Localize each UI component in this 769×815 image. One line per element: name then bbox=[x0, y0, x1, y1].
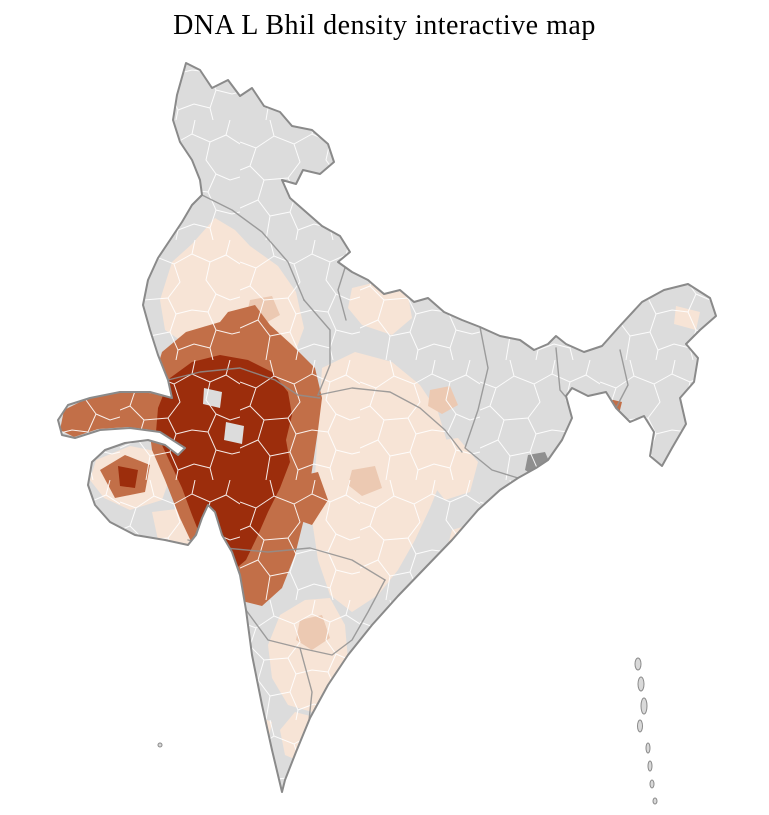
island[interactable] bbox=[157, 742, 163, 748]
island[interactable] bbox=[645, 742, 651, 754]
state-border-line bbox=[245, 579, 386, 656]
island[interactable] bbox=[634, 657, 642, 671]
page-title: DNA L Bhil density interactive map bbox=[173, 10, 596, 41]
island[interactable] bbox=[652, 797, 658, 805]
state-border-line bbox=[615, 349, 629, 409]
island[interactable] bbox=[637, 719, 643, 733]
island[interactable] bbox=[637, 676, 645, 692]
state-border-line bbox=[317, 387, 463, 453]
state-border-line bbox=[167, 367, 321, 399]
island[interactable] bbox=[647, 760, 653, 772]
island[interactable] bbox=[649, 779, 655, 789]
state-border-line bbox=[303, 299, 331, 396]
state-border-line bbox=[201, 194, 305, 301]
district-cluster-medium-coast-south[interactable] bbox=[188, 556, 226, 606]
india-outline bbox=[57, 62, 717, 793]
andaman-nicobar-islands[interactable] bbox=[157, 657, 658, 805]
state-border-line bbox=[555, 347, 566, 397]
state-border-line bbox=[464, 326, 519, 479]
island[interactable] bbox=[640, 697, 648, 715]
